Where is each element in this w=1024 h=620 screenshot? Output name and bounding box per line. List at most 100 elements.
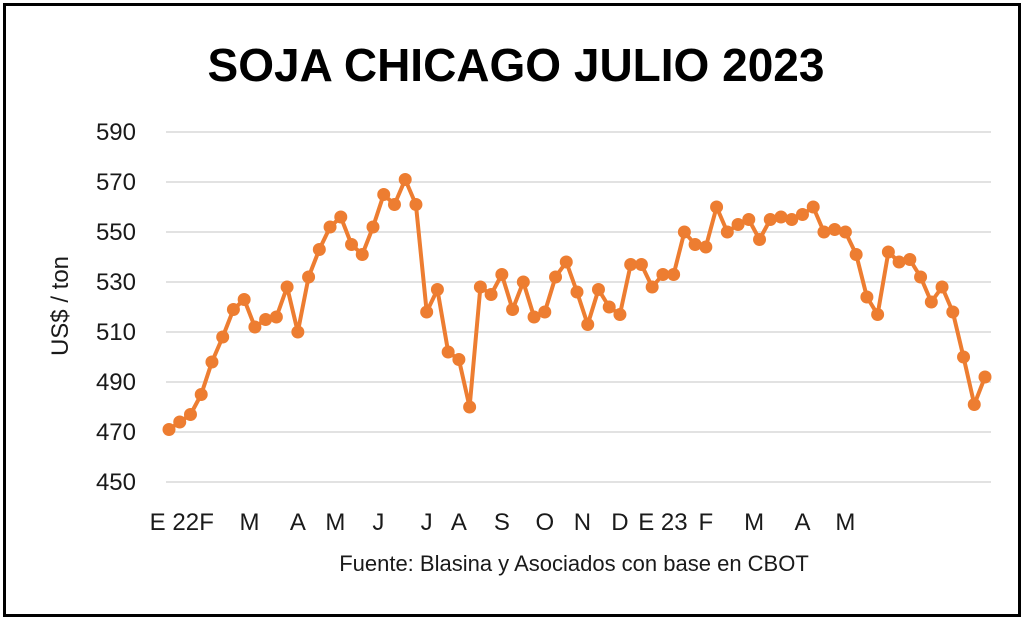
chart-frame: SOJA CHICAGO JULIO 2023 450 470 490 510 530 5… [3,3,1021,617]
data-point [452,353,466,366]
data-point [817,225,831,239]
data-point [699,240,713,254]
x-tick-label: M [325,509,345,536]
x-tick-label: A [794,509,810,536]
data-point [710,200,724,214]
data-point [677,225,691,239]
data-point [753,233,767,246]
x-tick-label: S [494,509,510,536]
x-tick-label: E 23 [638,509,687,536]
data-point [624,258,638,271]
data-point [881,245,895,259]
data-point [538,305,552,319]
line-chart: SOJA CHICAGO JULIO 2023 450 470 490 510 530 5… [47,39,992,576]
data-point [795,208,809,221]
x-tick-label: D [611,509,628,536]
data-point [398,173,412,186]
x-tick-label: O [535,509,554,536]
data-point [892,255,906,269]
data-point [785,213,799,226]
data-point [377,188,391,201]
series-line [167,177,987,432]
data-point [387,198,401,211]
data-point [463,400,477,414]
data-point [345,238,359,251]
x-tick-label: M [835,509,855,536]
x-tick-label: A [451,509,467,536]
data-point [495,268,509,281]
data-point [420,305,434,319]
data-point [978,370,992,384]
data-point [763,213,777,226]
y-axis-title: US$ / ton [47,256,74,356]
data-point [742,213,756,226]
data-point [828,223,842,236]
data-point [216,330,230,344]
data-point [205,355,219,369]
data-point [838,225,852,239]
data-point [441,345,455,359]
data-point [248,320,262,334]
data-point [946,305,960,319]
source-note: Fuente: Blasina y Asociados con base en … [339,551,809,576]
x-tick-label: M [744,509,764,536]
data-point [409,198,423,211]
data-point [183,408,197,421]
data-point [430,283,444,296]
y-tick-label: 550 [96,219,136,246]
data-point [516,275,530,289]
data-point [871,308,885,321]
data-point [527,310,541,324]
data-point [506,303,520,316]
y-tick-label: 450 [96,469,136,496]
data-point [667,268,681,281]
data-point [860,290,874,304]
data-point [291,325,305,339]
data-point [366,220,380,234]
data-point [173,415,187,429]
data-point [323,220,337,234]
x-tick-label: J [421,509,433,536]
y-tick-label: 510 [96,319,136,346]
data-point [774,210,788,224]
data-point [903,253,917,266]
data-point [194,388,208,401]
x-tick-label: E 22 [150,509,199,536]
series-points [162,173,992,436]
data-point [484,288,498,301]
x-tick-label: F [699,509,714,536]
data-point [559,255,573,269]
y-axis-ticks: 450 470 490 510 530 550 570 590 [96,119,136,496]
y-tick-label: 590 [96,119,136,146]
x-tick-label: M [240,509,260,536]
data-point [473,280,487,294]
data-point [957,350,971,364]
data-point [549,270,563,284]
data-point [280,280,294,294]
data-point [731,218,745,231]
data-point [302,270,316,284]
data-point [645,280,659,294]
data-point [602,300,616,314]
gridlines [166,131,991,483]
data-point [334,210,348,224]
data-point [613,308,627,321]
data-point [269,310,283,324]
y-tick-label: 570 [96,169,136,196]
y-tick-label: 490 [96,369,136,396]
data-point [259,313,273,326]
data-point [237,293,251,306]
data-point [720,225,734,239]
x-tick-label: J [372,509,384,536]
data-point [656,268,670,281]
x-tick-label: F [199,509,214,536]
data-point [967,398,981,411]
data-point [688,238,702,251]
x-axis-ticks: E 22 F M A M J J A S O N D E 23 F M A M [150,509,856,536]
data-point [355,248,369,261]
chart-title: SOJA CHICAGO JULIO 2023 [208,39,825,91]
data-point [570,285,584,299]
data-point [634,258,648,271]
x-tick-label: N [574,509,591,536]
data-point [849,248,863,261]
